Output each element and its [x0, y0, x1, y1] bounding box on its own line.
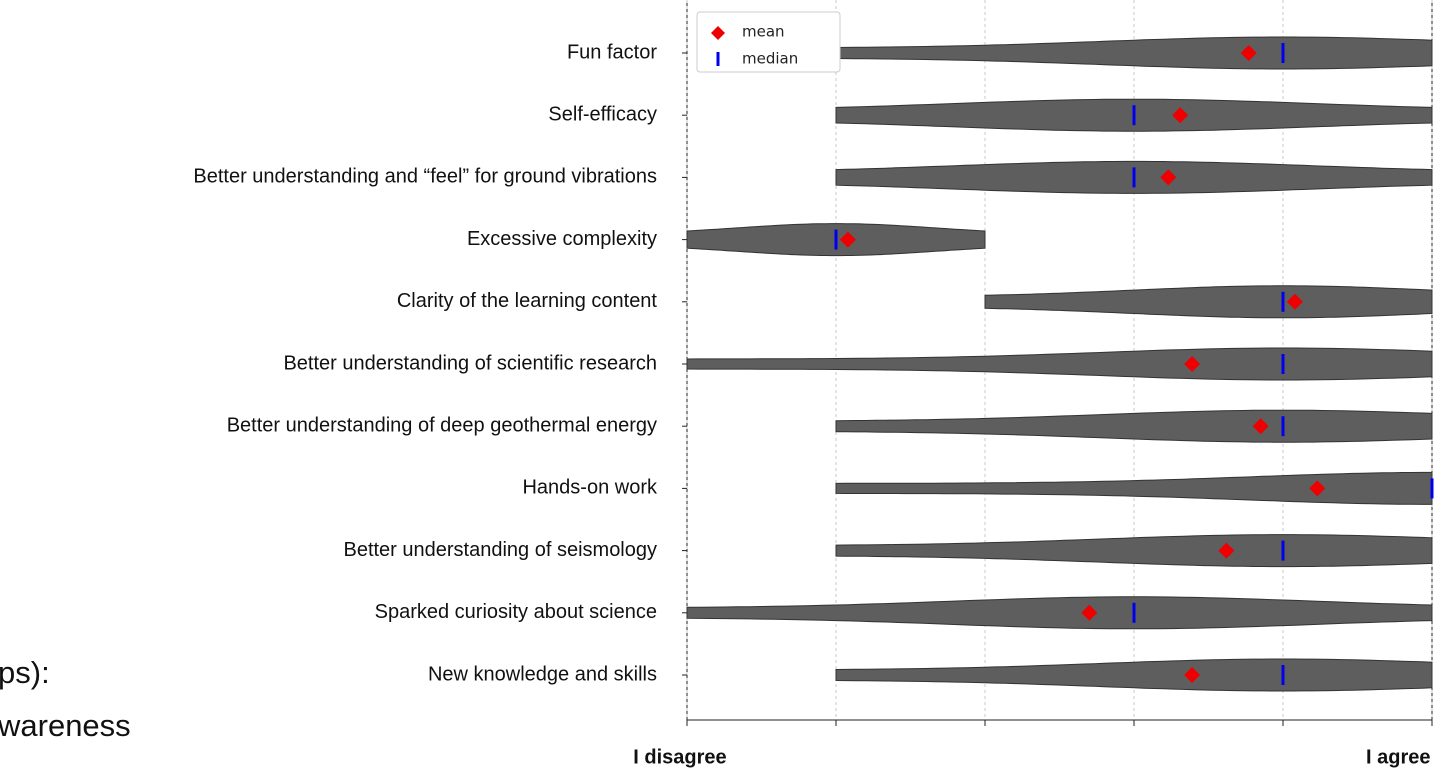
category-label: Clarity of the learning content — [397, 290, 658, 312]
legend-label: median — [742, 50, 798, 68]
category-label: Better understanding of seismology — [343, 539, 657, 561]
category-label: Better understanding and “feel” for grou… — [193, 166, 657, 188]
mean-mark — [1252, 418, 1269, 435]
x-end-label: I agree — [1366, 746, 1430, 768]
legend-box — [696, 11, 841, 73]
mean-mark — [1172, 107, 1189, 124]
category-label: Hands-on work — [522, 477, 658, 499]
mean-mark — [1160, 169, 1177, 186]
mean-mark — [1081, 604, 1098, 621]
plot — [686, 0, 1434, 726]
mean-mark — [1184, 356, 1201, 372]
category-label: Excessive complexity — [467, 228, 657, 250]
violin — [835, 471, 1433, 505]
fragment: ps): — [0, 655, 50, 690]
mean-mark — [1240, 45, 1257, 61]
mean-mark — [839, 231, 856, 248]
legend-mean-symbol — [711, 26, 725, 40]
violin — [984, 285, 1433, 319]
legend: mean median — [696, 11, 841, 73]
mean-mark — [1286, 293, 1303, 310]
category-label: Self-efficacy — [548, 103, 657, 125]
category-label: Sparked curiosity about science — [375, 601, 657, 623]
mean-mark — [1184, 667, 1201, 683]
violin — [686, 596, 1433, 630]
mean-mark — [1309, 480, 1326, 497]
violin — [686, 347, 1433, 381]
mean-mark — [1218, 542, 1235, 559]
category-label: New knowledge and skills — [428, 663, 657, 685]
category-label: Better understanding of deep geothermal … — [227, 414, 657, 436]
legend-label: mean — [742, 23, 785, 41]
category-label: Fun factor — [567, 41, 657, 63]
category-label: Better understanding of scientific resea… — [283, 352, 657, 374]
fragment: wareness — [0, 708, 131, 743]
x-start-label: I disagree — [633, 746, 726, 768]
